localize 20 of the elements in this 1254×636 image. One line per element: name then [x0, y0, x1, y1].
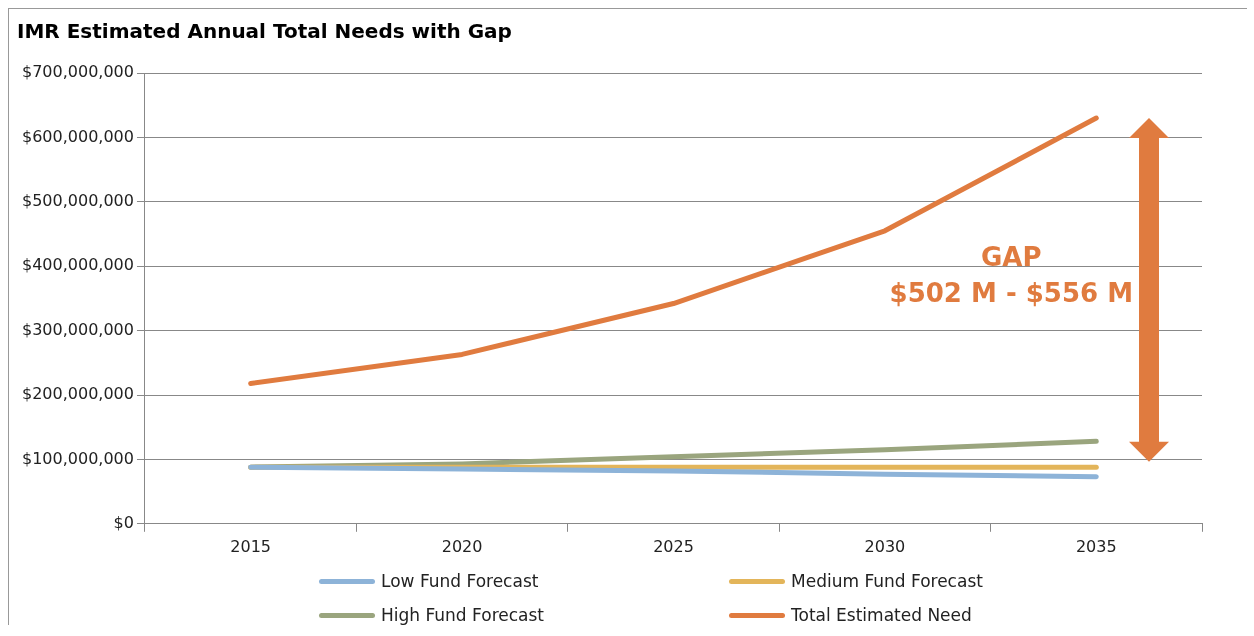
- legend-label: Low Fund Forecast: [381, 571, 539, 591]
- legend-label: High Fund Forecast: [381, 605, 545, 625]
- annotation: $502 M - $556 M: [889, 277, 1134, 308]
- y-tick-label: $300,000,000: [22, 319, 134, 339]
- y-tick-label: $500,000,000: [22, 190, 134, 210]
- legend-label: Total Estimated Need: [791, 605, 972, 625]
- y-tick-label: $200,000,000: [22, 384, 134, 404]
- annotation: GAP: [981, 241, 1042, 272]
- x-tick-label: 2025: [653, 536, 694, 556]
- y-tick-label: $600,000,000: [22, 126, 134, 146]
- x-tick-label: 2030: [864, 536, 906, 556]
- y-tick-label: $400,000,000: [22, 255, 134, 275]
- y-tick-label: $0: [113, 512, 134, 532]
- chart-title: IMR Estimated Annual Total Needs with Gap: [16, 18, 513, 43]
- x-tick-label: 2015: [230, 536, 272, 556]
- y-tick-label: $700,000,000: [22, 62, 134, 82]
- y-tick-label: $100,000,000: [22, 448, 134, 468]
- x-tick-label: 2020: [441, 536, 483, 556]
- x-tick-label: 2035: [1075, 536, 1117, 556]
- legend-label: Medium Fund Forecast: [791, 571, 983, 591]
